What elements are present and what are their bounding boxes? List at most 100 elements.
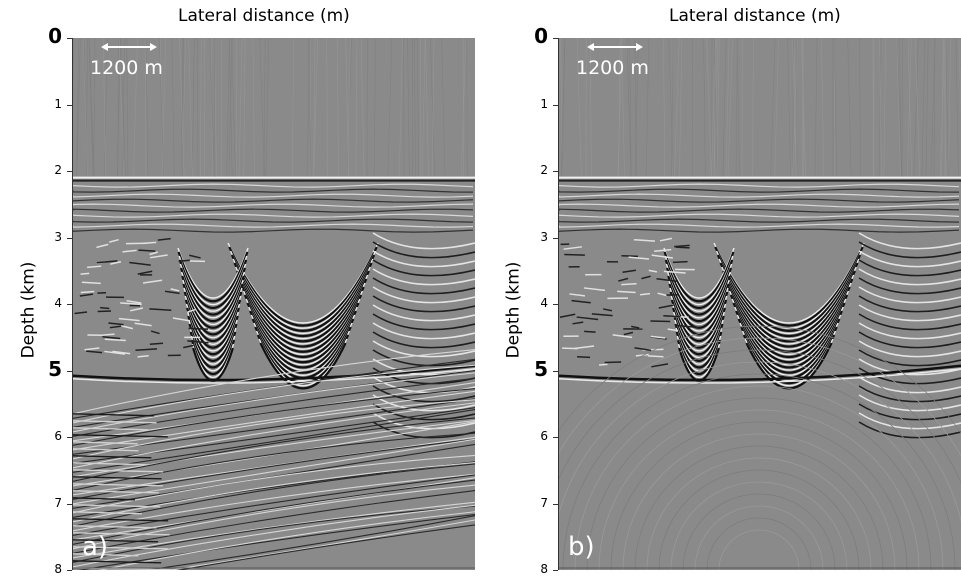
chaotic-event xyxy=(560,314,575,317)
noise-streak xyxy=(946,38,948,178)
noise-streak xyxy=(231,38,235,178)
flank-reflector xyxy=(373,269,475,285)
chaotic-event xyxy=(574,346,594,349)
panel-label: a) xyxy=(82,532,108,562)
chaotic-event xyxy=(81,273,90,274)
noise-streak xyxy=(815,38,817,178)
scale-bar-label: 1200 m xyxy=(576,57,649,79)
seismic-svg-b xyxy=(559,38,961,570)
chaotic-event xyxy=(676,247,690,248)
chaotic-event xyxy=(640,294,650,295)
y-tick-label: 8 xyxy=(526,562,548,576)
noise-streak xyxy=(260,38,265,178)
chaotic-event xyxy=(81,291,94,292)
flank-reflector xyxy=(859,341,961,357)
chaotic-event xyxy=(634,240,655,241)
y-tick-label: 2 xyxy=(526,163,548,177)
chaotic-event xyxy=(80,294,93,296)
chaotic-event xyxy=(577,357,590,358)
flank-reflector xyxy=(373,296,475,312)
sediment-reflector xyxy=(73,204,473,207)
noise-streak xyxy=(399,38,402,178)
chaotic-event xyxy=(673,262,688,263)
chaotic-event xyxy=(105,339,126,340)
chaotic-event xyxy=(158,239,171,241)
flank-reflector xyxy=(373,233,475,249)
flank-reflector xyxy=(859,260,961,276)
scale-bar-arrow-icon xyxy=(587,40,643,54)
chaotic-event xyxy=(179,260,191,261)
noise-streak xyxy=(908,38,912,178)
migration-swing xyxy=(647,458,871,570)
y-tick-label: 5 xyxy=(40,357,62,381)
flank-reflector xyxy=(859,296,961,312)
noise-streak xyxy=(73,38,74,178)
chaotic-event xyxy=(130,308,143,311)
chaotic-event xyxy=(621,256,638,257)
noise-streak xyxy=(752,38,753,178)
chaotic-event xyxy=(87,266,101,267)
subsalt-noise xyxy=(73,519,168,521)
chaotic-event xyxy=(572,322,583,324)
chaotic-event xyxy=(664,271,686,273)
noise-streak xyxy=(266,38,269,178)
y-tick-label: 8 xyxy=(40,562,62,576)
sediment-reflector xyxy=(559,209,959,212)
noise-streak xyxy=(422,38,425,178)
chaotic-event xyxy=(129,263,150,266)
y-tick-label: 7 xyxy=(40,496,62,510)
seismic-svg-a xyxy=(73,38,475,570)
y-tick-label: 5 xyxy=(526,357,548,381)
noise-streak xyxy=(663,38,664,178)
scale-bar-arrow-icon xyxy=(101,40,157,54)
y-tick-label: 4 xyxy=(40,296,62,310)
noise-streak xyxy=(244,38,245,178)
chaotic-event xyxy=(659,305,674,308)
sediment-reflector xyxy=(73,219,473,222)
noise-streak xyxy=(848,38,851,178)
migration-swing xyxy=(683,494,835,570)
chaotic-event xyxy=(119,319,140,321)
scale-bar xyxy=(101,40,157,54)
noise-streak xyxy=(736,38,737,178)
chaotic-event xyxy=(96,244,108,247)
y-axis-label: Depth (km) xyxy=(503,262,523,359)
chaotic-event xyxy=(86,351,102,352)
y-tick-label: 4 xyxy=(526,296,548,310)
noise-streak xyxy=(253,38,255,178)
y-tick-label: 1 xyxy=(40,97,62,111)
flank-reflector xyxy=(859,287,961,303)
noise-streak xyxy=(425,38,428,178)
flank-reflector xyxy=(859,233,961,249)
flank-reflector xyxy=(373,287,475,303)
seismic-reflectors xyxy=(73,38,475,570)
y-tick-label: 0 xyxy=(40,24,62,48)
flank-reflector xyxy=(373,260,475,276)
panel-label: b) xyxy=(568,532,595,562)
sediment-reflector xyxy=(73,189,473,192)
flank-reflector xyxy=(373,251,475,267)
migration-swing xyxy=(611,422,907,570)
noise-streak xyxy=(337,38,338,178)
flank-reflector xyxy=(859,251,961,267)
noise-streak xyxy=(956,38,959,178)
subsalt-noise xyxy=(73,464,475,526)
chaotic-event xyxy=(623,270,636,272)
noise-streak xyxy=(926,38,928,178)
noise-streak xyxy=(948,38,950,178)
noise-streak xyxy=(771,38,775,178)
noise-streak xyxy=(942,38,943,178)
sediment-reflector xyxy=(559,189,959,192)
noise-streak xyxy=(292,38,294,178)
seismic-image-b: 1200 m b) xyxy=(558,38,961,570)
y-tick-label: 1 xyxy=(526,97,548,111)
flank-reflector xyxy=(373,305,475,321)
y-tick-label: 6 xyxy=(526,429,548,443)
flank-reflector xyxy=(859,242,961,258)
noise-streak xyxy=(192,38,194,178)
chaotic-event xyxy=(143,242,157,243)
chaotic-event xyxy=(649,270,657,271)
flank-reflector xyxy=(859,269,961,285)
